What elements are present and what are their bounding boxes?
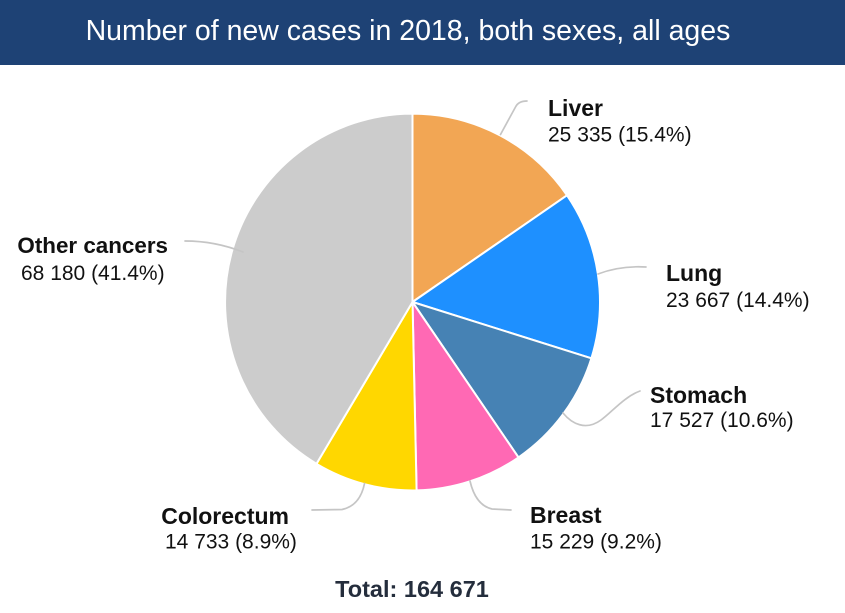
svg-text:14 733 (8.9%): 14 733 (8.9%) bbox=[165, 531, 297, 554]
svg-text:Breast: Breast bbox=[530, 502, 602, 528]
svg-text:Lung: Lung bbox=[666, 260, 722, 286]
svg-text:17 527 (10.6%): 17 527 (10.6%) bbox=[650, 409, 794, 432]
svg-text:Colorectum: Colorectum bbox=[161, 503, 289, 529]
svg-text:25 335 (15.4%): 25 335 (15.4%) bbox=[548, 124, 692, 147]
svg-text:Total: 164 671: Total: 164 671 bbox=[335, 576, 489, 602]
svg-text:68 180 (41.4%): 68 180 (41.4%) bbox=[21, 262, 165, 285]
svg-text:23 667 (14.4%): 23 667 (14.4%) bbox=[666, 289, 810, 312]
svg-text:Other cancers: Other cancers bbox=[17, 233, 168, 258]
svg-text:Stomach: Stomach bbox=[650, 382, 747, 408]
svg-text:Liver: Liver bbox=[548, 95, 603, 121]
svg-text:15 229 (9.2%): 15 229 (9.2%) bbox=[530, 531, 662, 554]
svg-text:Number of new cases in 2018, b: Number of new cases in 2018, both sexes,… bbox=[86, 15, 731, 47]
